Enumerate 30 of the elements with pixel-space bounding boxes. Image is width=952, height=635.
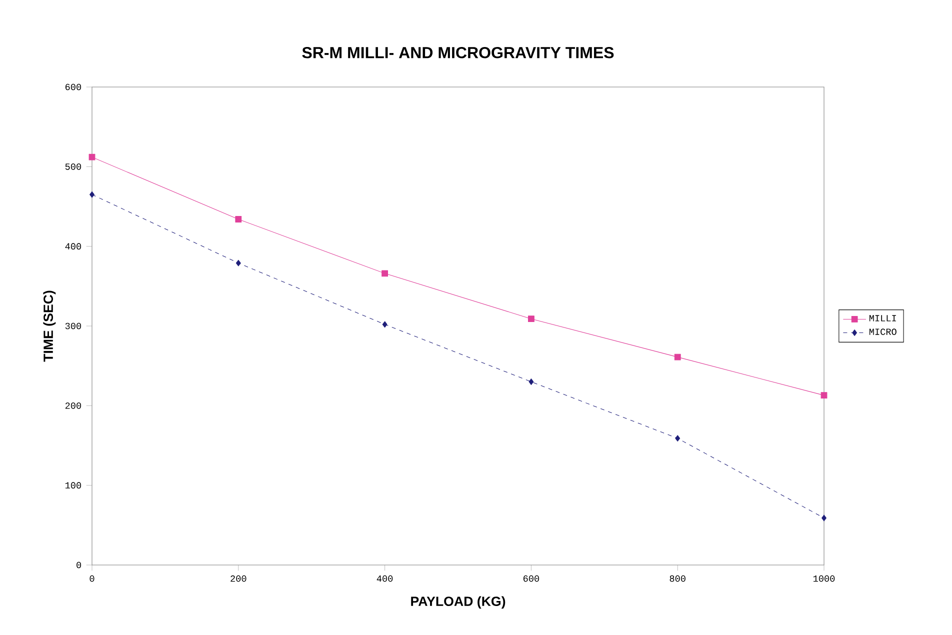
- point: [88, 154, 96, 160]
- x-tick-label: 0: [90, 575, 94, 582]
- legend-label: MICRO: [869, 328, 896, 335]
- point: [90, 191, 94, 198]
- point: [822, 514, 826, 522]
- legend-label: MILLI: [869, 315, 896, 322]
- point: [236, 260, 241, 266]
- point: [820, 392, 828, 399]
- y-axis-title: TIME (SEC): [43, 290, 56, 362]
- y-tick-label: 600: [65, 84, 82, 90]
- point: [674, 354, 681, 360]
- y-tick-label: 300: [65, 322, 82, 330]
- y-tick-label: 400: [65, 243, 82, 250]
- chart-title: SR-M MILLI- AND MICROGRAVITY TIMES: [302, 46, 614, 58]
- x-tick-label: 200: [230, 575, 246, 582]
- y-tick-label: 0: [76, 562, 82, 568]
- point: [235, 216, 242, 222]
- point: [382, 270, 388, 277]
- x-tick-label: 800: [670, 575, 686, 582]
- y-tick-label: 100: [65, 482, 82, 488]
- point: [528, 378, 534, 385]
- point: [382, 321, 388, 328]
- point: [675, 435, 680, 442]
- x-axis-title: PAYLOAD (KG): [411, 596, 506, 609]
- y-tick-label: 200: [65, 402, 82, 409]
- point: [528, 316, 534, 322]
- x-tick-label: 600: [523, 575, 540, 582]
- x-tick-label: 400: [376, 575, 393, 582]
- y-tick-label: 500: [65, 164, 82, 170]
- x-tick-label: 1000: [813, 575, 835, 582]
